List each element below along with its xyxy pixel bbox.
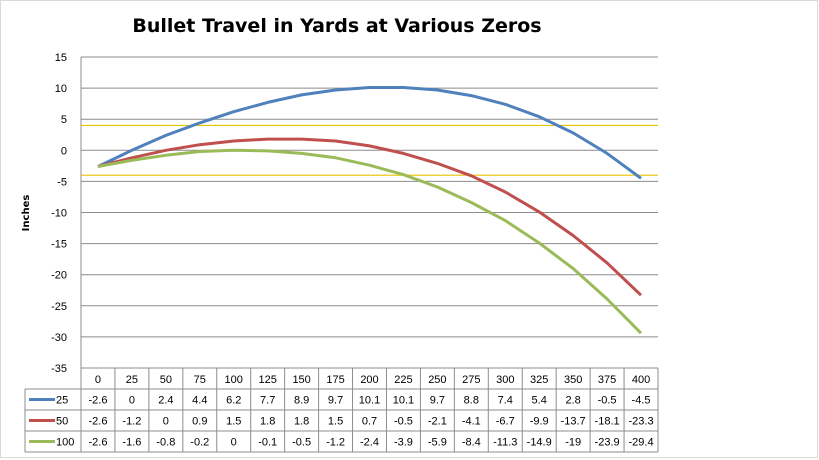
x-tick-label: 200 — [360, 374, 378, 386]
table-cell: 0 — [129, 395, 135, 407]
table-cell: -8.4 — [462, 437, 481, 449]
x-tick-label: 25 — [126, 374, 138, 386]
y-tick-label: -20 — [51, 270, 67, 282]
series-line-25 — [97, 86, 642, 180]
table-cell: -23.3 — [628, 416, 653, 428]
reference-lines — [81, 124, 658, 176]
y-tick-label: -10 — [51, 208, 67, 220]
table-cell: 0 — [231, 437, 237, 449]
table-cell: 8.9 — [294, 395, 309, 407]
series-line-50 — [97, 137, 643, 297]
x-tick-label: 275 — [462, 374, 480, 386]
table-cell: 7.4 — [498, 395, 513, 407]
table-cell: -29.4 — [628, 437, 653, 449]
x-tick-label: 175 — [326, 374, 344, 386]
table-cell: -0.2 — [190, 437, 209, 449]
table-cell: -11.3 — [493, 437, 517, 449]
table-cell: -2.6 — [88, 437, 107, 449]
table-cell: 9.7 — [328, 395, 343, 407]
table-cell: -2.4 — [360, 437, 379, 449]
table-cell: -23.9 — [595, 437, 620, 449]
table-cell: 10.1 — [359, 395, 380, 407]
table-cell: -2.1 — [428, 416, 447, 428]
plot-series — [97, 86, 643, 335]
y-tick-label: 15 — [55, 52, 67, 64]
table-cell: 1.8 — [260, 416, 275, 428]
data-table: 0 25 50 75 100 125 150 175 200 225 250 275 300 325 350… — [24, 367, 659, 453]
table-cell: -1.2 — [122, 416, 141, 428]
chart-title: Bullet Travel in Yards at Various Zeros — [132, 15, 541, 37]
table-cell: 1.5 — [226, 416, 241, 428]
y-tick-label: -25 — [51, 301, 67, 313]
table-cell: -2.6 — [88, 395, 107, 407]
table-cell: -4.1 — [462, 416, 481, 428]
table-cell: -0.5 — [292, 437, 311, 449]
table-cell: -1.2 — [326, 437, 345, 449]
table-cell: 0 — [163, 416, 169, 428]
table-cell: -1.6 — [122, 437, 141, 449]
table-cell: -4.5 — [632, 395, 651, 407]
table-cell: 5.4 — [532, 395, 547, 407]
x-tick-label: 75 — [194, 374, 206, 386]
table-cell: 0.9 — [192, 416, 207, 428]
legend-label: 50 — [56, 416, 68, 428]
x-tick-label: 225 — [394, 374, 412, 386]
table-cell: -0.5 — [598, 395, 617, 407]
y-tick-label: -35 — [51, 363, 67, 375]
table-cell: 2.8 — [565, 395, 580, 407]
table-cell: 2.4 — [158, 395, 173, 407]
x-tick-label: 250 — [428, 374, 446, 386]
gridlines — [80, 56, 658, 369]
y-tick-label: -15 — [51, 239, 67, 251]
x-tick-label: 350 — [564, 374, 582, 386]
y-tick-label: 5 — [61, 114, 67, 126]
table-cell: -13.7 — [561, 416, 586, 428]
x-tick-label: 150 — [292, 374, 310, 386]
table-cell: -5.9 — [428, 437, 447, 449]
table-cell: -6.7 — [496, 416, 515, 428]
table-cell: 7.7 — [260, 395, 275, 407]
y-tick-label: 0 — [61, 145, 67, 157]
table-cell: -14.9 — [527, 437, 552, 449]
x-tick-label: 375 — [598, 374, 616, 386]
y-axis-ticks: 15 10 5 0 -5 -10 -15 -20 -25 -30 -35 — [51, 52, 67, 375]
table-cell: -0.1 — [258, 437, 277, 449]
x-tick-label: 400 — [632, 374, 650, 386]
x-tick-label: 325 — [530, 374, 548, 386]
x-tick-label: 125 — [258, 374, 276, 386]
table-cell: 0.7 — [362, 416, 377, 428]
table-cell: -9.9 — [530, 416, 549, 428]
table-cell: 8.8 — [464, 395, 479, 407]
table-cell: 4.4 — [192, 395, 207, 407]
table-cell: -0.5 — [394, 416, 413, 428]
x-tick-label: 300 — [496, 374, 514, 386]
legend-label: 25 — [56, 395, 68, 407]
y-tick-label: -30 — [51, 332, 67, 344]
table-cell: -19 — [565, 437, 581, 449]
table-cell: -3.9 — [394, 437, 413, 449]
series-line-100 — [97, 148, 643, 335]
legend-label: 100 — [56, 437, 74, 449]
y-tick-label: 10 — [55, 83, 67, 95]
table-cell: 10.1 — [393, 395, 414, 407]
table-cell: -2.6 — [88, 416, 107, 428]
y-tick-label: -5 — [57, 176, 67, 188]
table-cell: 1.5 — [328, 416, 343, 428]
x-tick-label: 50 — [160, 374, 172, 386]
table-cell: 1.8 — [294, 416, 309, 428]
y-axis-label: Inches — [21, 195, 32, 232]
x-tick-label: 100 — [225, 374, 243, 386]
x-tick-label: 0 — [95, 374, 101, 386]
table-cell: 9.7 — [430, 395, 445, 407]
table-cell: 6.2 — [226, 395, 241, 407]
table-cell: -18.1 — [595, 416, 620, 428]
table-cell: -0.8 — [156, 437, 175, 449]
